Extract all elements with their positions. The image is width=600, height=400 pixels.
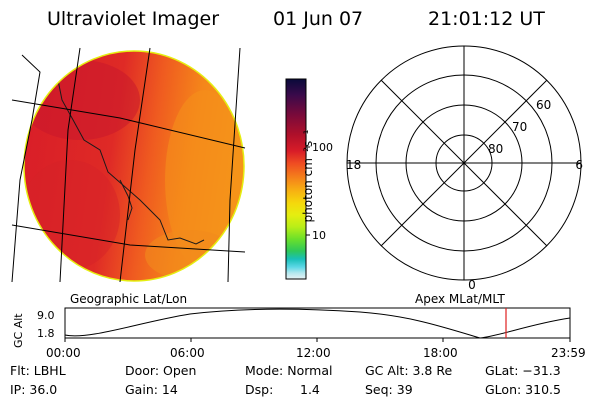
seq-readout: Seq: 39 xyxy=(365,382,413,397)
polar-panel-label: Apex MLat/MLT xyxy=(415,292,505,306)
glat-readout: GLat: −31.3 xyxy=(485,363,561,378)
time-tick-0600: 06:00 xyxy=(170,346,205,360)
time-tick-2359: 23:59 xyxy=(551,346,586,360)
mlt-label-12: 12 xyxy=(456,45,471,46)
time-label: 21:01:12 UT xyxy=(428,8,545,30)
alt-tick-low: 1.8 xyxy=(37,327,55,340)
altitude-curve xyxy=(64,308,571,339)
ip-readout: IP: 36.0 xyxy=(10,382,58,397)
door-readout: Door: Open xyxy=(125,363,197,378)
geo-grid xyxy=(11,47,246,283)
mlat-label-80: 80 xyxy=(488,142,503,156)
mlt-label-6: 6 xyxy=(575,158,583,172)
altitude-plot: 9.0 1.8 GC Alt xyxy=(12,307,571,348)
earth-limb xyxy=(23,50,245,282)
altitude-plot-frame xyxy=(64,307,571,339)
alt-tick-high: 9.0 xyxy=(37,309,55,322)
mlt-label-0: 0 xyxy=(468,278,476,290)
dsp-label: Dsp: xyxy=(245,382,274,397)
colorbar-tick-10: 10 xyxy=(312,229,326,242)
dsp-value: 1.4 xyxy=(300,382,320,397)
alt-axis-label: GC Alt xyxy=(12,313,25,348)
glon-readout: GLon: 310.5 xyxy=(485,382,561,397)
colorbar-scale xyxy=(285,78,307,280)
gc-alt-readout: GC Alt: 3.8 Re xyxy=(365,363,453,378)
date-label: 01 Jun 07 xyxy=(273,8,364,30)
instrument-title: Ultraviolet Imager xyxy=(47,8,220,30)
map-panel-label: Geographic Lat/Lon xyxy=(70,292,188,306)
mlat-label-60: 60 xyxy=(536,98,551,112)
time-tick-1200: 12:00 xyxy=(296,346,331,360)
polar-plot: 12 18 6 0 60 70 80 xyxy=(346,45,583,290)
colorbar-label: photon cm⁻²s⁻¹ xyxy=(301,129,315,223)
time-tick-1800: 18:00 xyxy=(423,346,458,360)
gain-readout: Gain: 14 xyxy=(125,382,178,397)
mlt-label-18: 18 xyxy=(346,158,361,172)
coastline xyxy=(39,59,205,245)
mode-readout: Mode: Normal xyxy=(245,363,333,378)
mlat-label-70: 70 xyxy=(512,120,527,134)
colorbar: 100 10 xyxy=(285,78,333,280)
filter-readout: Flt: LBHL xyxy=(10,363,66,378)
time-tick-0000: 00:00 xyxy=(46,346,81,360)
colorbar-tick-100: 100 xyxy=(312,141,333,154)
